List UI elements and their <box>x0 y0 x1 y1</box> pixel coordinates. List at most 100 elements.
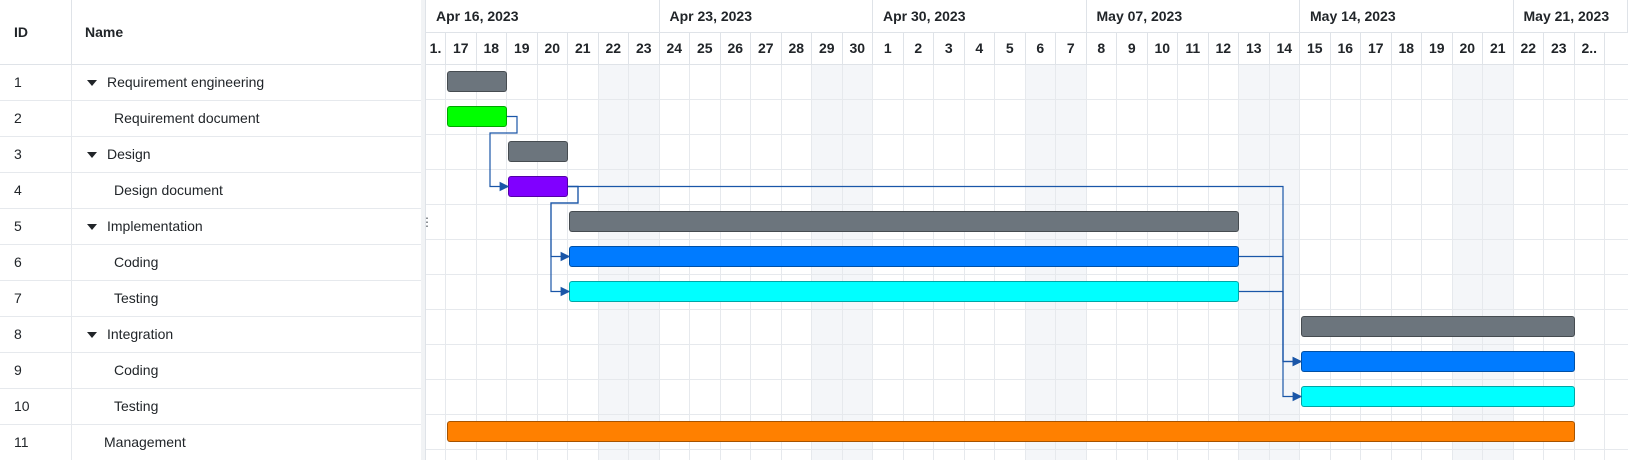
grid-line <box>1543 65 1544 460</box>
row-name: Coding <box>114 362 159 378</box>
grid-line <box>1390 65 1392 460</box>
task-bar[interactable] <box>569 211 1239 232</box>
row-id: 4 <box>14 182 22 198</box>
task-bar[interactable] <box>447 71 507 92</box>
column-header-id[interactable]: ID <box>14 24 28 40</box>
week-label: Apr 16, 2023 <box>426 0 660 32</box>
week-label: May 07, 2023 <box>1087 0 1300 32</box>
row-id: 11 <box>14 434 29 450</box>
day-label: 1 <box>873 33 904 64</box>
row-line <box>426 449 1628 450</box>
day-label: 19 <box>507 33 538 64</box>
grid-line <box>567 65 568 460</box>
day-label: 22 <box>599 33 629 64</box>
day-label: 18 <box>477 33 507 64</box>
cell-divider <box>71 209 72 244</box>
row-line <box>426 239 1628 240</box>
dependency-link[interactable] <box>489 115 518 192</box>
row-name: Coding <box>114 254 159 270</box>
cell-divider <box>71 281 72 316</box>
row-line <box>426 309 1628 310</box>
task-bar[interactable] <box>447 106 507 127</box>
day-label: 25 <box>690 33 721 64</box>
cell-divider <box>71 425 72 460</box>
day-label: 8 <box>1087 33 1117 64</box>
row-id: 7 <box>14 290 22 306</box>
expand-caret-icon[interactable] <box>87 152 97 158</box>
day-label: 28 <box>782 33 812 64</box>
day-label: 23 <box>629 33 660 64</box>
task-bar[interactable] <box>508 141 568 162</box>
day-label: 1. <box>426 33 446 64</box>
row-name: Design <box>107 146 151 162</box>
dependency-link[interactable] <box>1239 255 1303 367</box>
cell-divider <box>71 65 72 100</box>
day-label: 29 <box>812 33 843 64</box>
week-label: Apr 23, 2023 <box>660 0 873 32</box>
grid-line <box>1512 65 1514 460</box>
grid-row[interactable]: 11 Management <box>0 425 421 460</box>
grid-row[interactable]: 3 Design <box>0 137 421 173</box>
row-line <box>426 414 1628 415</box>
dependency-link[interactable] <box>550 185 579 297</box>
grid-line <box>1573 65 1575 460</box>
task-bar[interactable] <box>1301 316 1575 337</box>
row-id: 3 <box>14 146 22 162</box>
grid-row[interactable]: 7 Testing <box>0 281 421 317</box>
cell-divider <box>71 101 72 136</box>
day-label: 26 <box>721 33 751 64</box>
dependency-link[interactable] <box>1239 290 1303 402</box>
day-label: 22 <box>1514 33 1544 64</box>
row-line <box>426 134 1628 135</box>
grid-line <box>1268 65 1270 460</box>
grid-row[interactable]: 1 Requirement engineering <box>0 65 421 101</box>
row-name: Design document <box>114 182 223 198</box>
dependency-link[interactable] <box>568 185 1303 367</box>
day-label: 15 <box>1300 33 1331 64</box>
grid-row[interactable]: 5 Implementation <box>0 209 421 245</box>
grid-row[interactable]: 6 Coding <box>0 245 421 281</box>
row-name: Implementation <box>107 218 203 234</box>
day-label: 12 <box>1209 33 1239 64</box>
expand-caret-icon[interactable] <box>87 80 97 86</box>
grid-row[interactable]: 2 Requirement document <box>0 101 421 137</box>
week-label: May 14, 2023 <box>1300 0 1514 32</box>
row-name: Requirement document <box>114 110 260 126</box>
grid-row[interactable]: 4 Design document <box>0 173 421 209</box>
grid-line <box>475 65 477 460</box>
row-line <box>426 99 1628 100</box>
row-name: Testing <box>114 398 159 414</box>
cell-divider <box>71 137 72 172</box>
week-label: May 21, 2023 <box>1514 0 1628 32</box>
grid-row[interactable]: 10 Testing <box>0 389 421 425</box>
row-id: 8 <box>14 326 22 342</box>
grid-line <box>1421 65 1422 460</box>
cell-divider <box>71 353 72 388</box>
row-line <box>426 274 1628 275</box>
day-label: 6 <box>1026 33 1056 64</box>
day-label: 20 <box>1453 33 1483 64</box>
timeline: Apr 16, 2023 Apr 23, 2023 Apr 30, 2023 May … <box>426 0 1628 460</box>
column-header-name[interactable]: Name <box>85 24 124 40</box>
day-label: 14 <box>1270 33 1300 64</box>
row-line <box>426 344 1628 345</box>
day-label: 5 <box>995 33 1026 64</box>
column-divider[interactable] <box>71 0 72 64</box>
day-label: 9 <box>1117 33 1148 64</box>
day-label: 23 <box>1544 33 1575 64</box>
day-label: 16 <box>1331 33 1361 64</box>
day-label: 10 <box>1148 33 1178 64</box>
expand-caret-icon[interactable] <box>87 332 97 338</box>
grid-row[interactable]: 9 Coding <box>0 353 421 389</box>
day-label: 30 <box>843 33 873 64</box>
row-name: Testing <box>114 290 159 306</box>
expand-caret-icon[interactable] <box>87 224 97 230</box>
grid-row[interactable]: 8 Integration <box>0 317 421 353</box>
timescale-days: 1. 17 18 19 20 21 22 23 24 25 26 27 28 29 30 1 2 3 4 5 6 7 8 9 1… <box>426 33 1628 65</box>
grid-line <box>445 65 446 460</box>
grid-line <box>1360 65 1361 460</box>
task-bar[interactable] <box>447 421 1575 442</box>
day-label: 18 <box>1392 33 1422 64</box>
dependency-link[interactable] <box>550 185 579 262</box>
